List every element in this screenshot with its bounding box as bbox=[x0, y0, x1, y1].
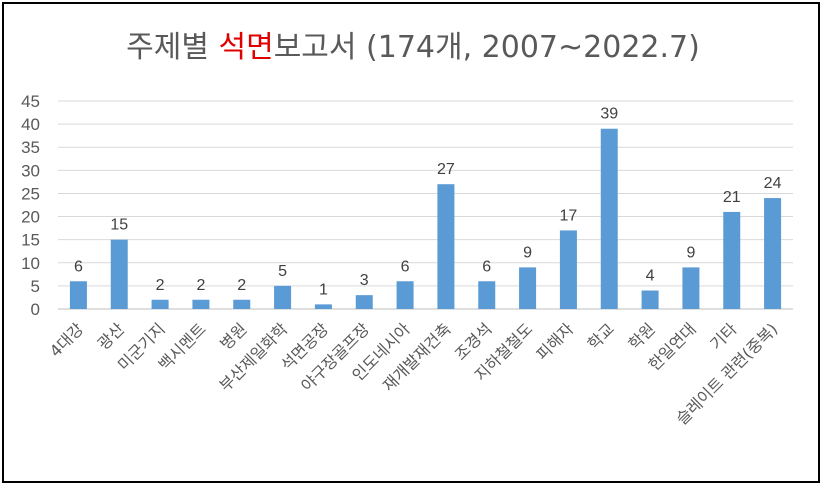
bar bbox=[723, 211, 741, 309]
chart-frame bbox=[2, 2, 820, 483]
y-tick-label: 30 bbox=[21, 161, 40, 180]
y-tick-label: 40 bbox=[21, 115, 40, 134]
bar bbox=[192, 299, 210, 309]
data-label: 2 bbox=[156, 277, 165, 294]
category-label: 병원 bbox=[216, 319, 250, 353]
y-tick-label: 15 bbox=[21, 231, 40, 250]
title-after: 보고서 (174개, 2007~2022.7) bbox=[273, 30, 700, 65]
data-label: 2 bbox=[196, 277, 205, 294]
bar bbox=[110, 239, 128, 309]
data-label: 2 bbox=[237, 277, 246, 294]
bar bbox=[641, 290, 659, 309]
title-before: 주제별 bbox=[126, 30, 219, 65]
bar bbox=[437, 184, 455, 309]
data-labels: 6 15 2 2 2 5 1 3 6 27 6 9 17 39 4 9 21 24 bbox=[74, 106, 782, 299]
category-label: 학교 bbox=[584, 319, 618, 353]
data-label: 15 bbox=[110, 217, 128, 234]
y-axis-ticks: 0 5 10 15 20 25 30 35 40 45 bbox=[21, 92, 40, 319]
bar bbox=[478, 281, 496, 309]
y-tick-label: 25 bbox=[21, 184, 40, 203]
category-label: 광산 bbox=[94, 319, 128, 353]
data-label: 9 bbox=[686, 244, 695, 261]
gridlines bbox=[58, 100, 793, 310]
bar bbox=[682, 267, 700, 309]
bars bbox=[69, 128, 782, 309]
data-label: 1 bbox=[319, 281, 328, 298]
bar bbox=[600, 128, 618, 309]
category-label: 4대강 bbox=[46, 319, 88, 361]
data-label: 39 bbox=[600, 106, 618, 123]
data-label: 24 bbox=[764, 175, 782, 192]
data-label: 9 bbox=[523, 244, 532, 261]
chart-title: 주제별 석면보고서 (174개, 2007~2022.7) bbox=[0, 22, 826, 66]
data-label: 6 bbox=[482, 258, 491, 275]
bar bbox=[355, 295, 373, 309]
bar bbox=[519, 267, 537, 309]
y-tick-label: 35 bbox=[21, 138, 40, 157]
y-tick-label: 45 bbox=[21, 92, 40, 111]
bar bbox=[764, 198, 782, 309]
data-label: 5 bbox=[278, 263, 287, 280]
category-label: 기타 bbox=[706, 319, 740, 353]
y-tick-label: 10 bbox=[21, 254, 40, 273]
bar bbox=[559, 230, 577, 309]
category-label: 학원 bbox=[625, 319, 659, 353]
data-label: 21 bbox=[723, 189, 741, 206]
bar bbox=[233, 299, 251, 309]
data-label: 4 bbox=[646, 268, 655, 285]
bar bbox=[69, 281, 87, 309]
category-label: 피해자 bbox=[533, 319, 578, 364]
bar bbox=[274, 285, 292, 309]
title-highlight: 석면 bbox=[218, 30, 274, 65]
data-label: 17 bbox=[560, 207, 578, 224]
y-tick-label: 5 bbox=[31, 277, 40, 296]
bar bbox=[396, 281, 414, 309]
bar bbox=[314, 304, 332, 309]
data-label: 3 bbox=[360, 272, 369, 289]
y-tick-label: 0 bbox=[31, 300, 40, 319]
data-label: 6 bbox=[401, 258, 410, 275]
bar bbox=[151, 299, 169, 309]
y-tick-label: 20 bbox=[21, 208, 40, 227]
data-label: 27 bbox=[437, 161, 455, 178]
data-label: 6 bbox=[74, 258, 83, 275]
